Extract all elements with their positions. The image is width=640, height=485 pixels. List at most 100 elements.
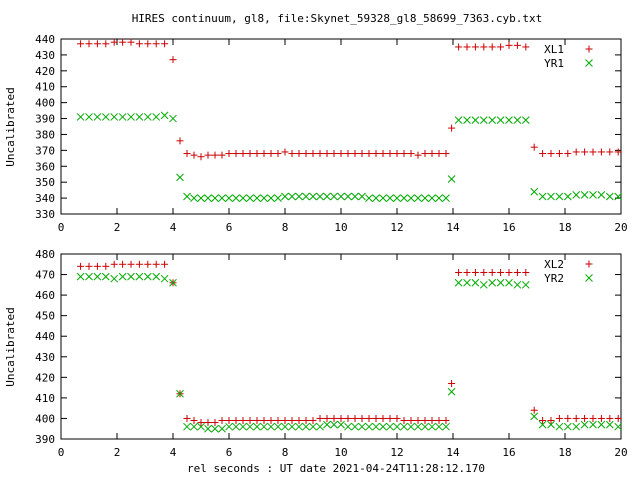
data-point xyxy=(589,191,597,199)
data-point xyxy=(337,150,345,158)
data-point xyxy=(400,417,408,424)
data-point xyxy=(597,148,605,156)
legend-marker xyxy=(585,260,593,268)
marker-stroke xyxy=(160,111,169,120)
data-point xyxy=(232,417,240,424)
y-tick-label: 340 xyxy=(35,192,55,205)
data-point xyxy=(295,417,303,424)
marker-stroke xyxy=(580,191,589,199)
data-point xyxy=(110,113,119,121)
x-tick-label: 8 xyxy=(282,446,289,459)
marker-stroke xyxy=(351,422,359,431)
data-point xyxy=(337,192,345,201)
data-point xyxy=(435,150,443,158)
marker-stroke xyxy=(239,194,247,202)
data-point xyxy=(197,419,205,427)
marker-stroke xyxy=(225,422,233,431)
data-point xyxy=(190,194,198,202)
data-point xyxy=(102,262,110,270)
data-point xyxy=(246,417,254,424)
data-point xyxy=(274,417,282,424)
marker-stroke xyxy=(454,278,463,287)
data-point xyxy=(323,192,331,201)
data-point xyxy=(101,272,110,281)
data-point xyxy=(400,194,408,202)
x-tick-label: 14 xyxy=(446,446,460,459)
marker-stroke xyxy=(337,420,345,429)
data-point xyxy=(605,420,614,429)
marker-stroke xyxy=(260,422,268,431)
data-point xyxy=(479,280,488,289)
data-point xyxy=(488,116,497,124)
data-point xyxy=(513,116,522,124)
data-point xyxy=(267,150,275,158)
legend-label: XL1 xyxy=(544,43,564,56)
data-point xyxy=(211,419,219,427)
y-tick-label: 410 xyxy=(35,81,55,94)
data-point xyxy=(372,194,380,202)
x-tick-label: 18 xyxy=(558,221,571,234)
data-point xyxy=(85,272,93,281)
data-point xyxy=(435,417,443,424)
data-point xyxy=(253,194,261,202)
data-point xyxy=(281,148,289,156)
marker-stroke xyxy=(309,192,317,201)
marker-stroke xyxy=(110,113,119,121)
marker-stroke xyxy=(365,422,373,431)
marker-stroke xyxy=(447,387,456,396)
marker-stroke xyxy=(197,422,205,431)
data-point xyxy=(93,113,102,121)
data-point xyxy=(351,414,359,422)
data-point xyxy=(204,194,212,202)
data-point xyxy=(365,422,373,431)
data-point xyxy=(316,422,324,431)
data-point xyxy=(302,150,310,158)
data-point xyxy=(614,422,623,431)
marker-stroke xyxy=(358,192,366,201)
x-tick-label: 8 xyxy=(282,221,289,234)
data-point xyxy=(118,113,127,121)
data-point xyxy=(337,420,345,429)
data-point xyxy=(563,192,572,201)
marker-stroke xyxy=(309,422,317,431)
data-point xyxy=(135,272,144,281)
data-point xyxy=(522,269,530,276)
data-point xyxy=(127,260,135,268)
marker-stroke xyxy=(471,116,480,124)
marker-stroke xyxy=(143,113,152,121)
data-point xyxy=(421,422,429,431)
marker-stroke xyxy=(302,422,310,431)
data-point xyxy=(274,150,282,158)
y-tick-label: 330 xyxy=(35,208,55,221)
data-point xyxy=(400,422,408,431)
data-point xyxy=(614,148,622,156)
legend-label: XL2 xyxy=(544,258,564,271)
data-point xyxy=(488,278,497,287)
data-point xyxy=(85,40,93,48)
marker-stroke xyxy=(169,278,177,287)
data-point xyxy=(76,272,85,281)
marker-stroke xyxy=(260,194,268,202)
data-point xyxy=(428,417,436,424)
data-point xyxy=(309,417,317,424)
data-point xyxy=(379,150,387,158)
data-point xyxy=(455,43,463,51)
data-point xyxy=(597,420,606,429)
data-point xyxy=(521,116,530,124)
marker-stroke xyxy=(407,194,415,202)
marker-stroke xyxy=(101,113,110,121)
data-point xyxy=(448,124,456,132)
data-point xyxy=(530,406,538,414)
data-point xyxy=(337,414,345,422)
data-point xyxy=(393,150,401,158)
y-axis-label: Uncalibrated xyxy=(4,87,17,166)
data-point xyxy=(564,150,572,158)
marker-stroke xyxy=(93,272,102,281)
marker-stroke xyxy=(351,192,359,201)
data-point xyxy=(379,422,387,431)
data-point xyxy=(218,194,226,202)
data-point xyxy=(344,414,352,422)
data-point xyxy=(218,417,226,424)
data-point xyxy=(183,414,191,422)
data-point xyxy=(239,194,247,202)
